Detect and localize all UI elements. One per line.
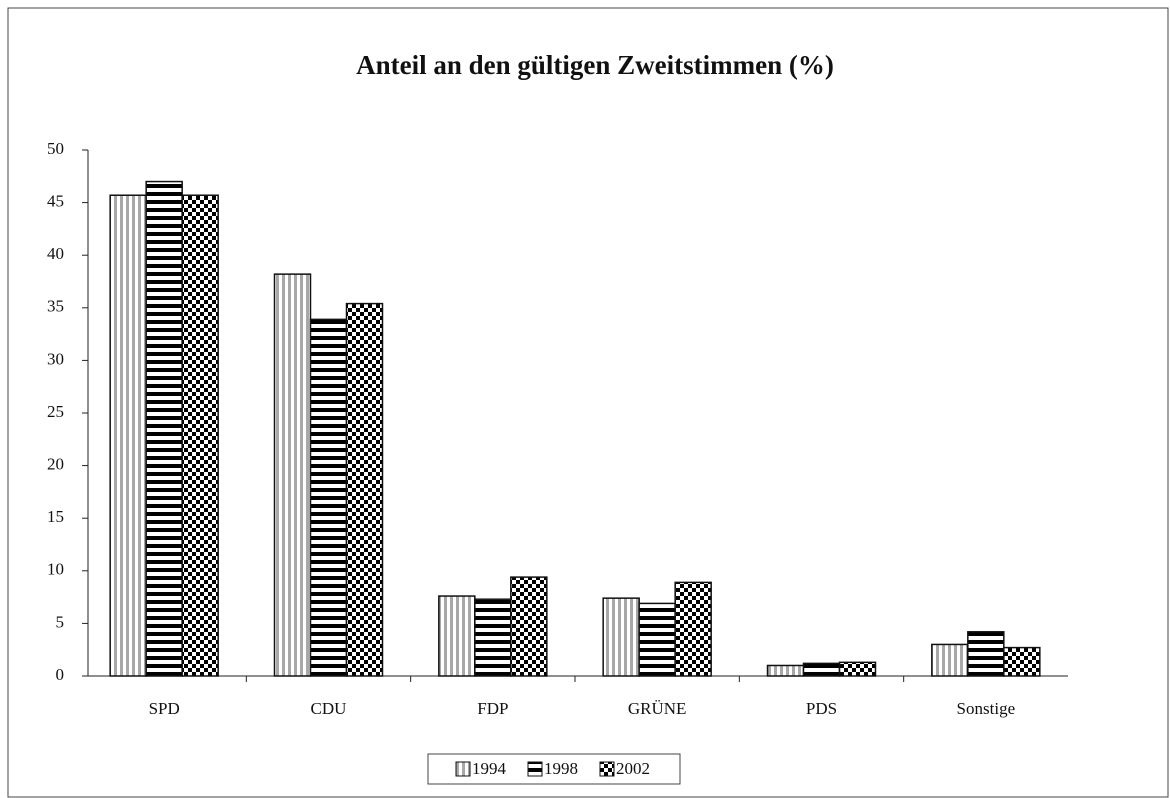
bar	[181, 194, 219, 677]
bar	[967, 631, 1005, 677]
y-tick-label: 45	[47, 192, 64, 211]
y-tick-label: 5	[56, 612, 65, 631]
bar	[838, 661, 877, 677]
bar	[273, 273, 312, 677]
bar	[602, 597, 640, 677]
bar	[438, 595, 476, 677]
bar	[309, 318, 348, 677]
bar	[1003, 646, 1041, 677]
y-tick-label: 25	[47, 402, 64, 421]
y-tick-label: 15	[47, 507, 64, 526]
y-tick-label: 50	[47, 139, 64, 158]
x-tick-label: GRÜNE	[628, 699, 687, 718]
bar	[345, 302, 384, 677]
bar	[931, 643, 969, 677]
y-tick-label: 30	[47, 349, 64, 368]
bar	[802, 662, 841, 677]
bar	[474, 598, 512, 677]
x-tick-label: CDU	[311, 699, 347, 718]
bar	[638, 602, 676, 677]
x-tick-label: Sonstige	[957, 699, 1016, 718]
legend-label: 1994	[472, 759, 507, 778]
chart-title: Anteil an den gültigen Zweitstimmen (%)	[356, 50, 834, 80]
bar	[674, 581, 712, 677]
y-tick-label: 35	[47, 297, 64, 316]
y-tick-label: 0	[56, 665, 65, 684]
bar	[145, 180, 183, 677]
legend-swatch	[527, 761, 543, 777]
y-tick-label: 40	[47, 244, 64, 263]
y-tick-label: 20	[47, 455, 64, 474]
x-tick-label: FDP	[477, 699, 508, 718]
bar	[766, 664, 805, 677]
bar	[510, 576, 548, 677]
legend-label: 2002	[616, 759, 650, 778]
legend-swatch	[455, 761, 471, 777]
legend-label: 1998	[544, 759, 578, 778]
bar	[109, 194, 147, 677]
x-tick-label: PDS	[806, 699, 837, 718]
y-tick-label: 10	[47, 560, 64, 579]
legend-swatch	[599, 761, 615, 777]
x-tick-label: SPD	[149, 699, 180, 718]
